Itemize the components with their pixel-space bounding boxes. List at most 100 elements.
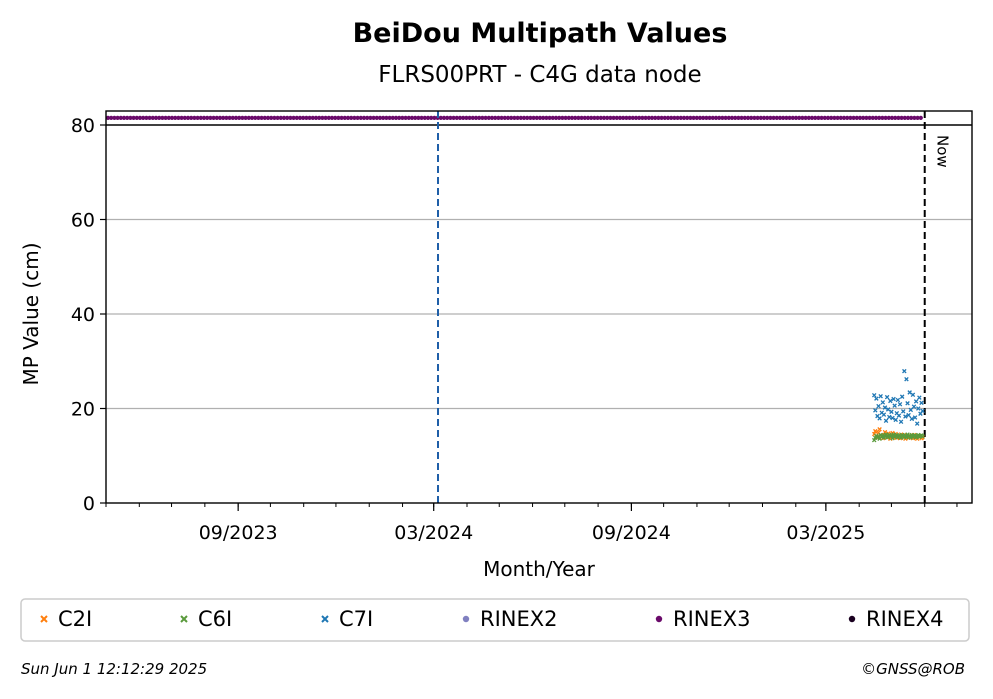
rinex-band-point (742, 115, 747, 120)
rinex-band-point (464, 115, 469, 120)
rinex-band-point (473, 115, 479, 120)
rinex-band-point (429, 115, 434, 120)
point-c7i (917, 395, 922, 400)
rinex-band-point (905, 115, 911, 120)
rinex-band-point (352, 115, 357, 120)
rinex-band-point (112, 115, 117, 120)
rinex-band-point (361, 115, 367, 120)
rinex-band-point (365, 115, 370, 120)
rinex-band-point (262, 115, 267, 120)
rinex-band-point (867, 115, 872, 120)
rinex-band-point (118, 115, 123, 120)
rinex-band-point (646, 115, 651, 120)
rinex-band-point (214, 115, 219, 120)
legend-marker-rinex3 (655, 615, 663, 623)
rinex-band-point (505, 115, 511, 120)
rinex-band-point (211, 115, 216, 120)
rinex-band-point (313, 115, 319, 120)
rinex-band-point (169, 115, 175, 120)
rinex-band-point (665, 115, 671, 120)
rinex-band-point (915, 115, 920, 120)
rinex-band-point (739, 115, 744, 120)
y-tick-label: 60 (71, 210, 95, 232)
point-c7i (910, 392, 916, 398)
rinex-band-point (477, 115, 482, 120)
point-c7i (899, 394, 905, 399)
rinex-band-point (800, 115, 805, 120)
rinex-band-point (157, 115, 162, 120)
rinex-band-point (569, 115, 575, 120)
point-c7i (908, 407, 914, 413)
rinex-band-point (912, 115, 917, 120)
point-c7i (902, 368, 907, 374)
rinex-band-point (457, 115, 463, 120)
rinex-band-point (393, 115, 399, 120)
rinex-band-point (694, 115, 699, 120)
rinex-band-point (637, 115, 642, 120)
y-tick-label: 20 (71, 399, 95, 421)
rinex-band-point (173, 115, 178, 120)
point-c7i (913, 399, 919, 404)
rinex-band-point (659, 115, 664, 120)
rinex-band-point (397, 115, 402, 120)
rinex-band-point (701, 115, 706, 120)
rinex-band-point (409, 115, 415, 120)
rinex-band-point (432, 115, 437, 120)
point-c7i (891, 396, 896, 402)
rinex-band-point (512, 115, 517, 120)
rinex-band-point (579, 115, 584, 120)
rinex-band-point (755, 115, 760, 120)
rinex-band-point (819, 115, 824, 120)
point-c7i (898, 419, 904, 424)
rinex-band-point (294, 115, 299, 120)
rinex-band-point (521, 115, 527, 120)
rinex-band-point (301, 115, 306, 120)
rinex-band-point (771, 115, 776, 120)
rinex-band-point (835, 115, 840, 120)
rinex-band-point (713, 115, 719, 120)
rinex-band-point (227, 115, 232, 120)
rinex-band-point (285, 115, 290, 120)
point-c7i (888, 398, 893, 404)
point-c7i (878, 393, 883, 399)
rinex-band-point (857, 115, 863, 120)
rinex-band-point (809, 115, 815, 120)
rinex-band-point (541, 115, 546, 120)
rinex-band-point (515, 115, 520, 120)
rinex-band-point (854, 115, 859, 120)
point-c6i (871, 437, 877, 443)
rinex-band-point (832, 115, 837, 120)
rinex-band-point (128, 115, 133, 120)
rinex-band-point (669, 115, 674, 120)
rinex-band-point (201, 115, 207, 120)
rinex-band-point (269, 115, 274, 120)
rinex-band-point (643, 115, 648, 120)
rinex-band-point (278, 115, 283, 120)
rinex-band-point (163, 115, 168, 120)
rinex-band-point (496, 115, 501, 120)
rinex-band-point (320, 115, 325, 120)
rinex-band-point (249, 115, 255, 120)
legend-label-rinex4: RINEX4 (866, 607, 944, 631)
point-c7i (904, 376, 909, 382)
rinex-band-point (675, 115, 680, 120)
rinex-band-point (179, 115, 184, 120)
rinex-band-point (745, 115, 751, 120)
rinex-band-point (176, 115, 181, 120)
rinex-band-point (125, 115, 130, 120)
legend-marker-c6i (180, 615, 188, 623)
rinex-band-point (729, 115, 735, 120)
legend-label-rinex2: RINEX2 (480, 607, 558, 631)
rinex-band-point (829, 115, 834, 120)
point-c7i (919, 400, 924, 406)
rinex-band-point (518, 115, 523, 120)
rinex-band-point (758, 115, 763, 120)
rinex-band-point (509, 115, 514, 120)
point-c7i (912, 415, 918, 420)
rinex-band-point (621, 115, 626, 120)
reference-lines: Now (437, 111, 952, 503)
rinex-band-point (627, 115, 632, 120)
rinex-band-point (137, 115, 143, 120)
rinex-band-point (275, 115, 280, 120)
rinex-band-point (400, 115, 405, 120)
